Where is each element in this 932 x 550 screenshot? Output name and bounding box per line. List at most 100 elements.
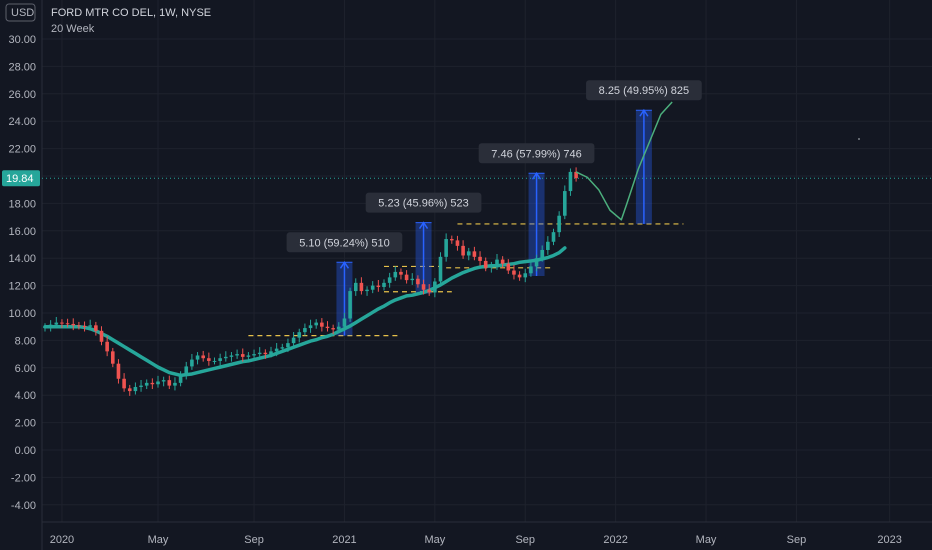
candle <box>337 322 341 333</box>
y-tick-label: 18.00 <box>8 198 36 210</box>
candle <box>574 167 578 182</box>
candle <box>286 338 290 353</box>
candle-body <box>337 326 341 330</box>
measurement-label: 7.46 (57.99%) 746 <box>478 143 595 164</box>
candle-body <box>404 274 409 281</box>
candle-body <box>557 215 561 233</box>
candle <box>325 321 330 332</box>
candle <box>410 273 415 285</box>
candle <box>127 384 132 396</box>
measurement-label-text: 5.23 (45.96%) 523 <box>378 198 469 210</box>
x-tick-label: Sep <box>244 534 264 546</box>
candle-body <box>257 352 262 355</box>
candle <box>489 261 494 273</box>
candle-body <box>303 328 307 333</box>
candle-body <box>82 326 87 328</box>
candle-body <box>246 355 251 357</box>
candle <box>314 319 318 329</box>
candle <box>71 318 76 331</box>
candle-body <box>105 341 109 352</box>
candle <box>88 319 92 331</box>
candle <box>291 332 296 347</box>
candle <box>257 347 262 358</box>
x-tick-label: 2022 <box>603 534 627 546</box>
candle-body <box>229 355 234 357</box>
measurement-label: 8.25 (49.95%) 825 <box>586 80 702 101</box>
candle-body <box>280 347 285 349</box>
candle <box>116 359 121 384</box>
candle <box>144 379 149 390</box>
candle <box>94 321 98 336</box>
candle <box>263 349 268 359</box>
x-tick-label: May <box>424 534 445 546</box>
candle-body <box>365 289 369 292</box>
measurement-tools[interactable] <box>336 108 652 336</box>
candle-body <box>133 386 138 392</box>
candle-body <box>88 325 92 327</box>
candle-body <box>269 351 273 355</box>
x-tick-label: Sep <box>787 534 807 546</box>
candle <box>353 278 358 296</box>
candle <box>427 284 431 296</box>
candle-body <box>450 239 454 241</box>
candle-body <box>144 382 149 386</box>
candle-body <box>523 273 528 278</box>
candle <box>359 277 364 295</box>
candle <box>393 266 398 281</box>
candle-body <box>65 323 70 325</box>
candle <box>161 376 166 387</box>
time-axis[interactable]: 2020 May Sep 2021 May Sep 2022 May Sep 2023 <box>42 521 932 546</box>
candle-body <box>506 263 511 271</box>
candle-body <box>551 232 556 242</box>
candle <box>563 185 567 220</box>
candle-body <box>500 259 505 264</box>
candle-body <box>99 330 104 342</box>
y-tick-label: 14.00 <box>8 253 36 265</box>
candle <box>540 245 544 262</box>
candle <box>99 326 104 346</box>
x-tick-label: May <box>696 534 717 546</box>
candle-body <box>286 343 290 348</box>
candle <box>190 353 194 370</box>
candle-body <box>574 171 578 179</box>
candle-body <box>54 322 59 325</box>
x-tick-label: May <box>148 534 169 546</box>
candle <box>235 349 239 359</box>
candle-body <box>195 355 200 360</box>
candle-body <box>207 358 211 361</box>
y-tick-label: -2.00 <box>11 472 36 484</box>
candle <box>201 350 205 362</box>
currency-badge[interactable] <box>5 3 36 22</box>
candle-body <box>150 382 155 385</box>
candle-body <box>116 363 121 379</box>
price-axis[interactable]: 30.0028.0026.0024.0022.0020.0018.0016.00… <box>8 0 43 550</box>
candle-body <box>331 328 335 330</box>
candle <box>387 272 392 288</box>
candle-body <box>291 337 296 344</box>
candle <box>483 257 488 272</box>
candle-body <box>43 326 47 329</box>
candle-body <box>461 245 465 256</box>
candle-body <box>111 351 115 364</box>
candle <box>212 357 217 365</box>
measurement-label-text: 7.46 (57.99%) 746 <box>491 148 582 160</box>
candle-body <box>139 385 143 387</box>
candle <box>523 268 528 283</box>
measurement-label-bg <box>586 80 702 101</box>
candle-body <box>387 277 392 283</box>
candle-body <box>427 289 431 293</box>
candle-body <box>342 318 347 327</box>
candle <box>376 279 381 292</box>
candle-body <box>320 322 324 327</box>
grid <box>42 0 932 522</box>
candle <box>156 375 160 388</box>
ma-line <box>43 246 567 378</box>
candle-body <box>94 325 98 331</box>
candle-body <box>224 356 228 359</box>
candle-body <box>348 291 352 319</box>
candle-body <box>534 258 539 267</box>
candle-body <box>489 266 494 268</box>
y-tick-label: 26.00 <box>8 89 36 101</box>
measurement-4[interactable] <box>635 108 652 224</box>
